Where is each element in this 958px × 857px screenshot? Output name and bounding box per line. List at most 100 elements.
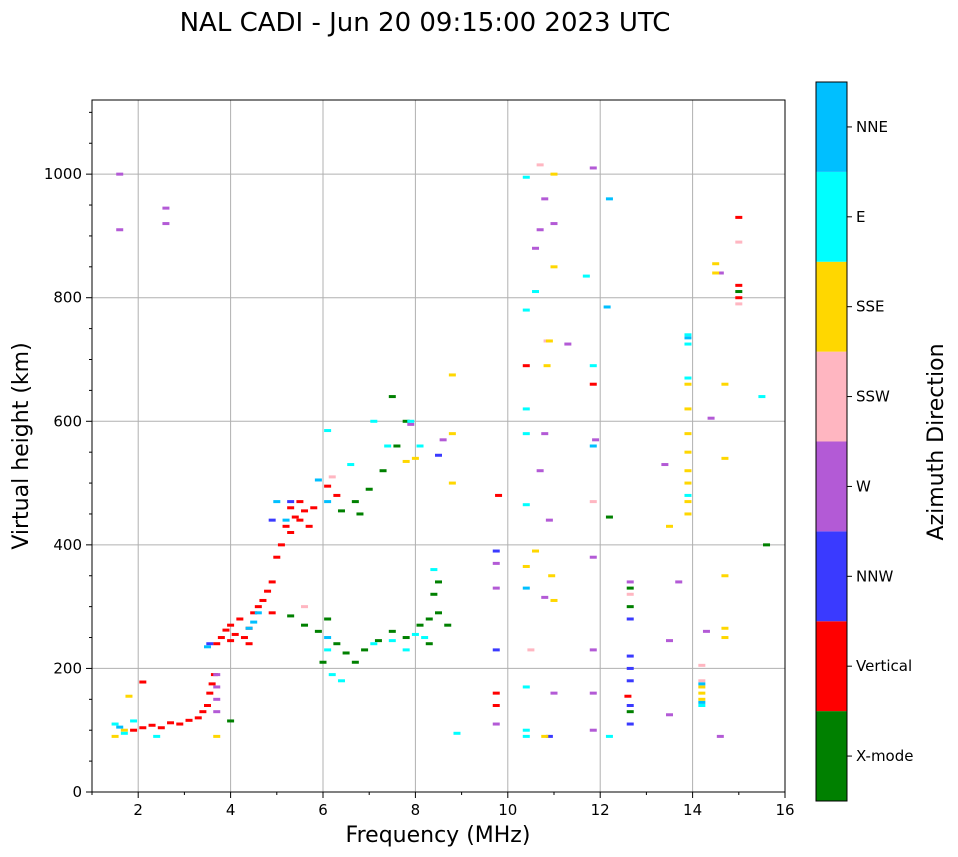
data-point [411,456,419,460]
colorbar-segment [816,261,847,352]
data-point [661,463,669,467]
data-point [698,700,706,704]
data-point [735,215,743,219]
data-point [384,444,392,448]
data-point [435,453,442,457]
data-point [522,175,530,179]
y-tick-label: 0 [72,783,82,801]
colorbar: X-mode Vertical NNW W SSW SSE E NNE [815,81,913,802]
data-point [545,339,553,343]
data-point [605,197,613,201]
data-point [388,629,396,633]
data-point [532,549,540,553]
data-point [206,691,214,695]
data-point [495,493,503,497]
data-point [522,685,530,689]
data-point [167,721,175,725]
data-point [227,639,235,643]
data-point [402,419,410,423]
data-point [536,469,544,473]
data-point [277,543,285,547]
y-tick-label: 1000 [44,165,82,183]
series-vertical [130,215,743,732]
colorbar-segment [816,441,847,532]
data-point [626,710,634,714]
data-point [735,302,743,306]
data-point [605,515,613,519]
x-tick-label: 14 [683,801,702,819]
data-point [213,734,221,738]
data-point [425,642,433,646]
data-point [153,734,161,738]
data-point [624,694,632,698]
x-tick-label: 12 [591,801,610,819]
data-point [522,734,530,738]
data-point [250,611,258,615]
colorbar-label: W [856,477,871,495]
data-point [213,685,221,689]
data-point [698,691,706,695]
data-point [245,626,253,630]
data-point [522,586,530,590]
x-tick-label: 16 [775,801,794,819]
data-point [240,636,248,640]
data-point [716,271,724,275]
data-point [453,731,461,735]
data-point [492,586,500,590]
data-point [328,673,336,677]
data-point [130,719,138,723]
data-point [721,636,729,640]
data-point [333,642,341,646]
data-point [333,493,341,497]
data-point [527,648,535,652]
data-point [522,564,530,568]
series-w [116,166,724,738]
data-point [550,172,558,176]
data-point [213,642,221,646]
data-point [698,663,706,667]
data-point [430,592,438,596]
data-point [721,382,729,386]
data-point [206,642,214,646]
data-point [222,628,230,632]
data-point [287,500,295,504]
colorbar-segment [816,621,847,712]
data-point [439,438,447,442]
y-tick-label: 400 [53,536,82,554]
data-point [522,728,530,732]
data-point [536,228,544,232]
data-point [324,500,332,504]
data-point [522,364,530,368]
data-point [148,723,156,727]
data-point [716,734,724,738]
data-point [324,429,332,433]
data-point [162,206,170,210]
data-point [589,444,597,448]
data-point [365,487,373,491]
data-point [342,651,350,655]
colorbar-segment [816,531,847,622]
data-layer [111,163,771,738]
data-point [698,704,706,707]
data-point [301,509,309,513]
data-point [157,726,165,730]
x-tick-label: 6 [318,801,328,819]
data-point [374,639,382,643]
data-point [324,636,332,640]
data-point [125,694,133,698]
data-point [176,722,184,726]
data-point [250,620,258,624]
data-point [268,518,276,522]
data-point [721,626,729,630]
colorbar-label: Vertical [856,657,912,675]
data-point [268,611,276,615]
data-point [589,364,597,368]
data-point [522,407,530,411]
data-point [626,704,634,707]
data-point [626,580,634,584]
data-point [698,682,706,686]
series-sse [111,172,729,738]
data-point [296,500,304,504]
data-point [227,719,235,723]
data-point [626,605,634,609]
